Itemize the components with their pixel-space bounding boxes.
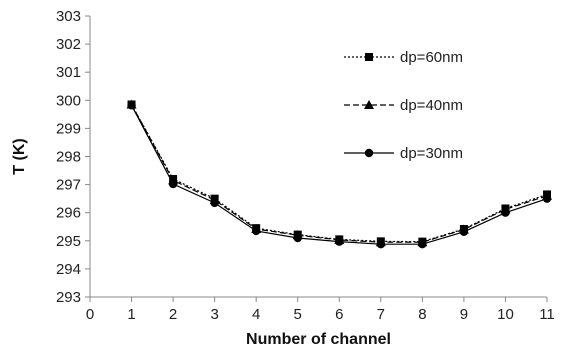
x-tick-label: 8: [418, 306, 426, 323]
x-tick-label: 7: [377, 306, 385, 323]
series-line: [131, 105, 548, 245]
x-tick-label: 5: [294, 306, 302, 323]
legend-item: dp=60nm: [344, 49, 463, 66]
x-tick-label: 11: [539, 306, 555, 323]
legend-marker: [365, 53, 373, 61]
data-point: [542, 194, 552, 203]
y-tick-label: 300: [56, 92, 81, 109]
y-tick-label: 293: [56, 289, 81, 306]
legend-marker: [364, 100, 374, 109]
x-tick-label: 2: [169, 306, 177, 323]
y-tick-label: 298: [56, 149, 81, 166]
legend-label: dp=40nm: [400, 97, 463, 114]
series-triangle: [126, 99, 552, 247]
series-line: [131, 104, 548, 243]
series-line: [131, 104, 548, 243]
legend-label: dp=30nm: [400, 145, 463, 162]
y-tick-label: 301: [56, 64, 81, 81]
data-point: [210, 198, 219, 208]
y-tick-label: 295: [56, 233, 81, 250]
y-tick-label: 299: [56, 120, 81, 137]
data-point: [251, 226, 261, 236]
legend-label: dp=60nm: [400, 49, 463, 66]
data-point: [376, 239, 386, 249]
x-axis-label: Number of channel: [246, 331, 391, 348]
x-tick-label: 9: [460, 306, 468, 323]
y-tick-label: 296: [56, 205, 81, 222]
x-tick-label: 6: [335, 306, 343, 323]
y-tick-label: 297: [56, 177, 81, 194]
x-tick-label: 4: [252, 306, 260, 323]
data-point: [293, 233, 302, 243]
data-point: [501, 208, 510, 217]
legend-item: dp=40nm: [344, 97, 463, 114]
x-tick-label: 0: [86, 306, 94, 323]
data-point: [127, 101, 136, 110]
y-axis-label: T (K): [11, 138, 28, 174]
y-tick-label: 294: [56, 261, 81, 278]
x-tick-label: 3: [210, 306, 218, 323]
x-tick-label: 1: [127, 306, 135, 323]
legend-marker: [364, 148, 374, 158]
series-group: [126, 99, 552, 249]
data-point: [168, 179, 178, 189]
legend-item: dp=30nm: [344, 145, 463, 162]
data-point: [418, 239, 427, 249]
legend: dp=60nm dp=40nm dp=30nm: [344, 49, 463, 162]
series-square: [127, 100, 551, 246]
series-circle: [127, 101, 552, 249]
y-tick-label: 302: [56, 36, 81, 53]
y-ticks: 293 294 295 296 297 298 299 300 301 302 303: [56, 8, 90, 306]
x-tick-label: 10: [497, 306, 514, 323]
data-point: [335, 237, 344, 246]
data-point: [459, 227, 469, 237]
y-tick-label: 303: [56, 8, 81, 25]
x-ticks: 0 1 2 3 4 5 6 7 8 9 10 11: [86, 297, 555, 323]
